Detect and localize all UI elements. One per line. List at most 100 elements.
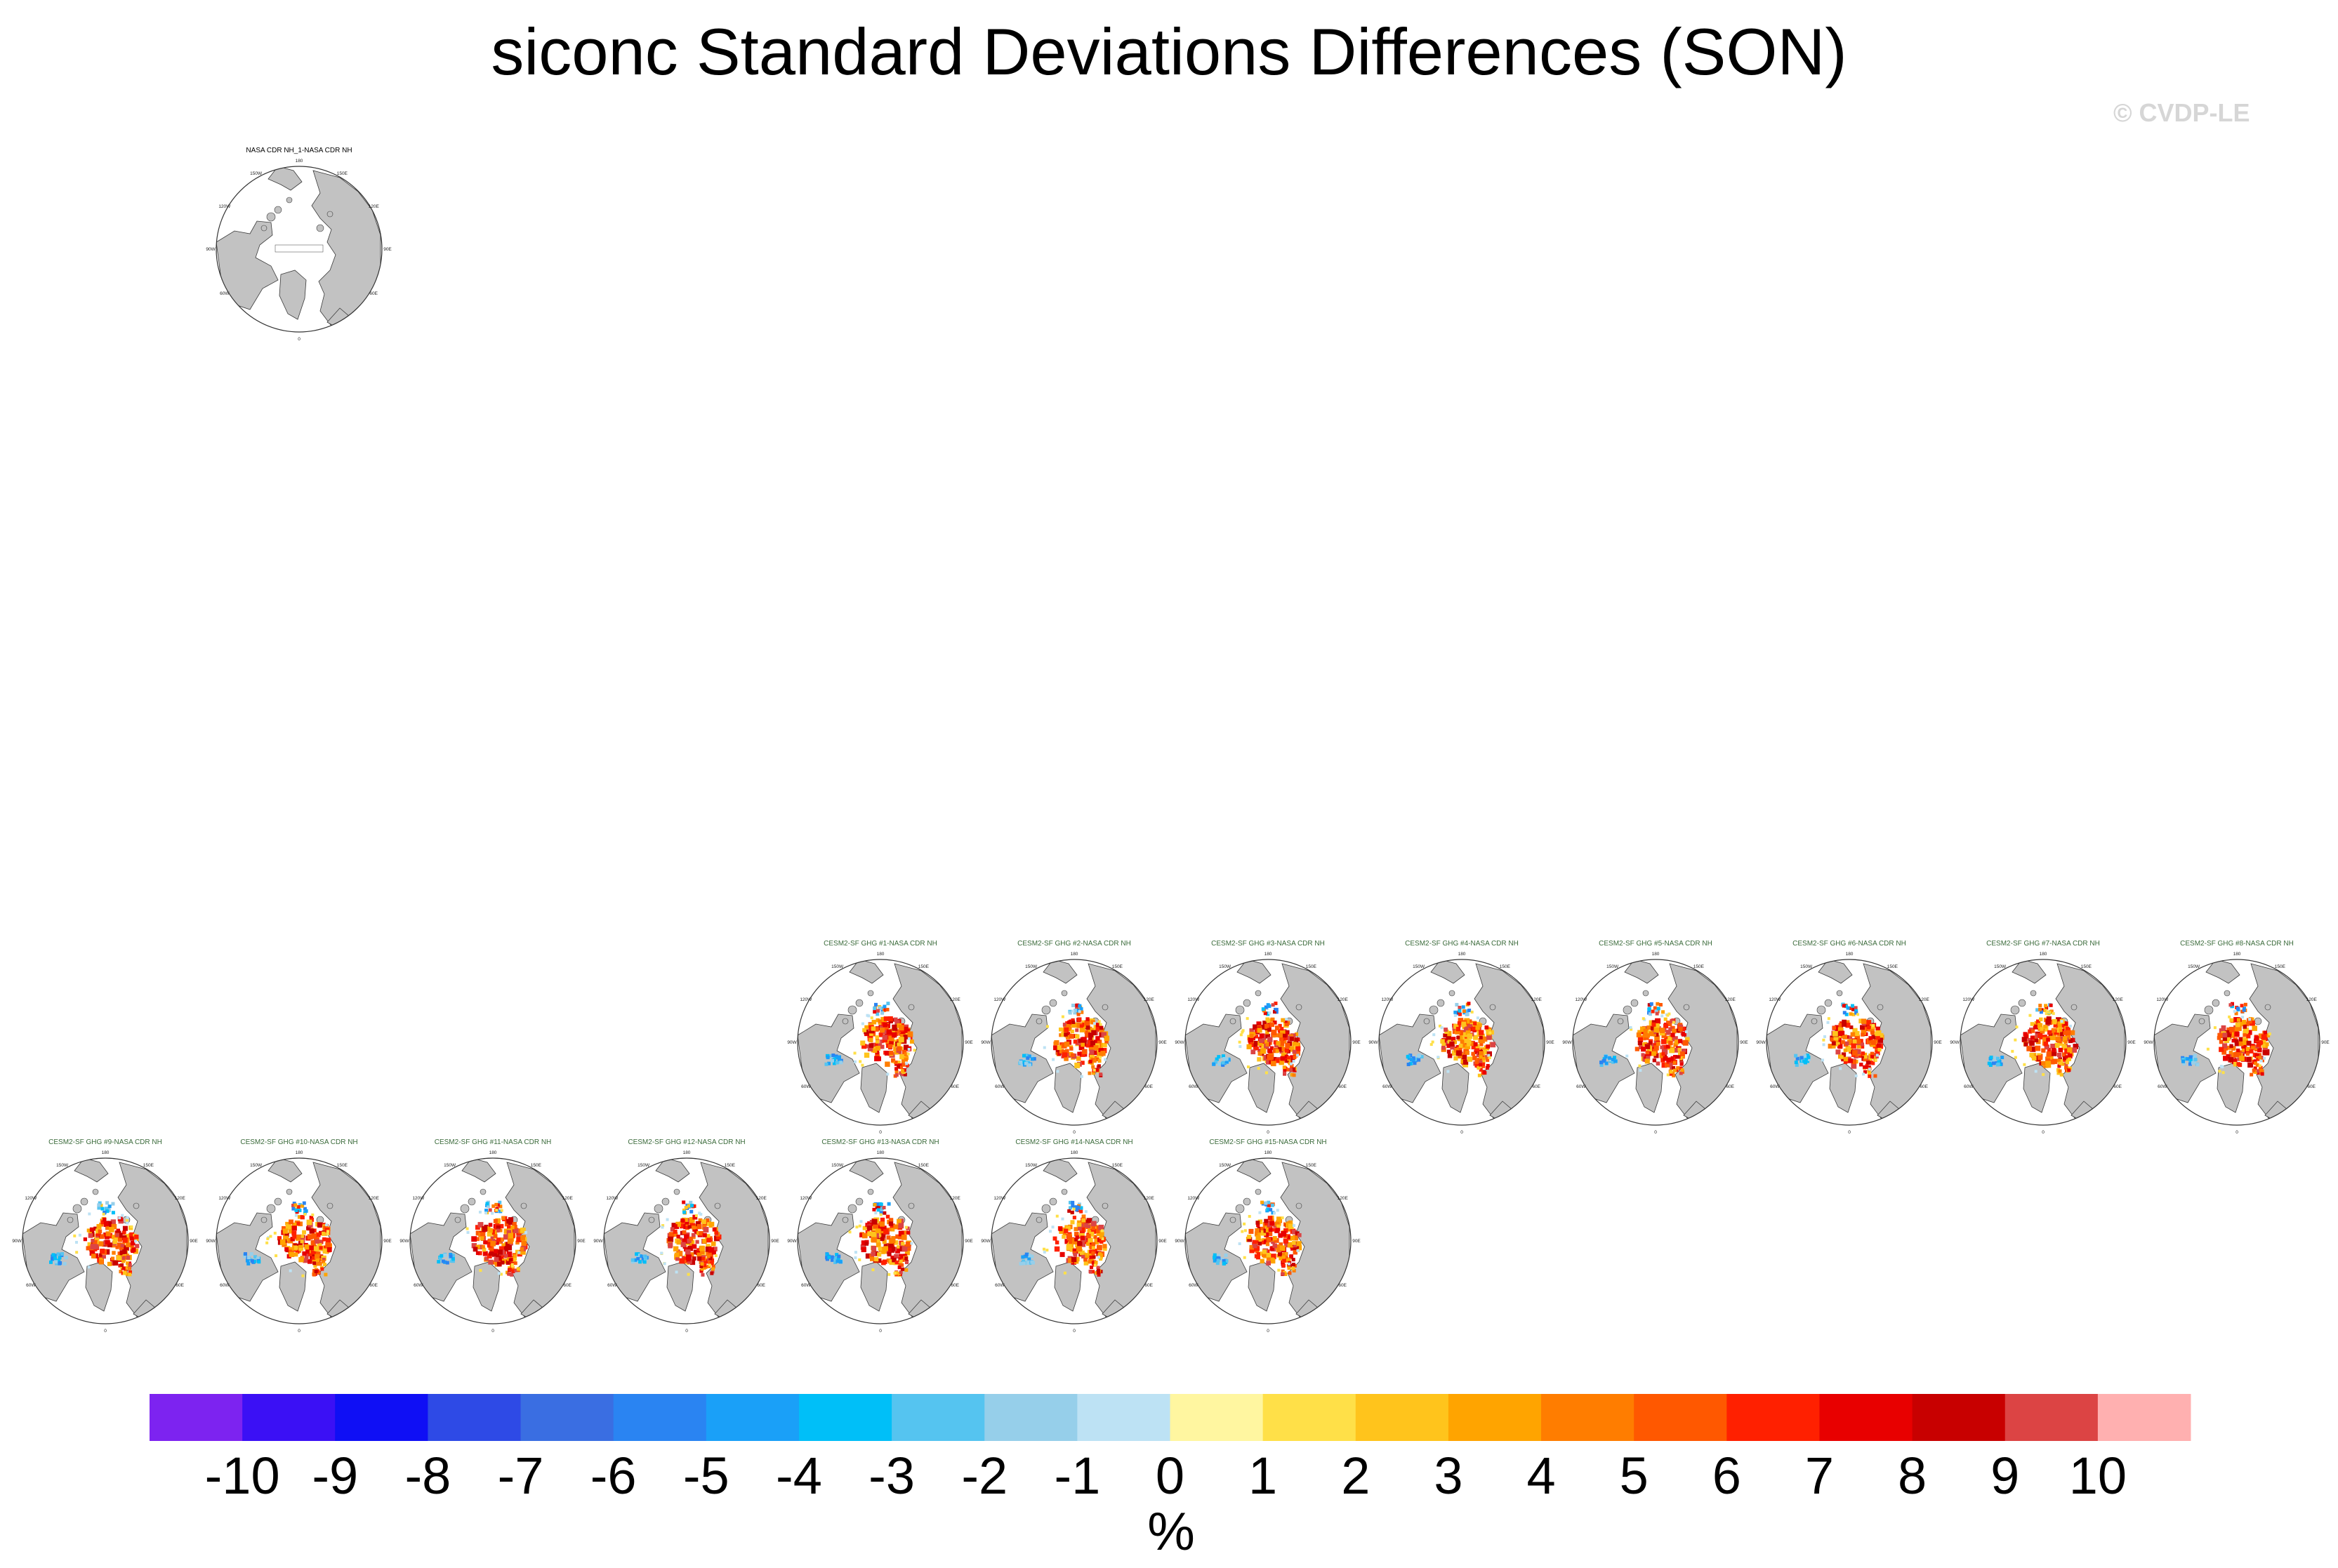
anomaly-cell [293, 1252, 298, 1257]
anomaly-cell [520, 1247, 524, 1251]
anomaly-cell [1269, 1246, 1274, 1251]
lon-label: 90E [965, 1239, 973, 1244]
anomaly-cell [1479, 1055, 1483, 1059]
anomaly-cell [1024, 1252, 1029, 1256]
anomaly-cell [888, 1035, 894, 1042]
anomaly-cell [1258, 1211, 1262, 1214]
anomaly-cell [1019, 1261, 1023, 1265]
anomaly-cell [1064, 1027, 1069, 1032]
anomaly-cell [2243, 1033, 2247, 1037]
anomaly-cell [897, 1234, 903, 1240]
anomaly-cell [1851, 1007, 1855, 1011]
anomaly-cell [105, 1225, 110, 1230]
anomaly-cell [2186, 1057, 2190, 1061]
anomaly-cell [316, 1233, 321, 1237]
anomaly-cell [1075, 1006, 1079, 1011]
anomaly-cell [124, 1245, 129, 1251]
anomaly-cell [2054, 1030, 2059, 1035]
anomaly-cell [2254, 1061, 2258, 1065]
anomaly-cell [1053, 1045, 1058, 1051]
anomaly-cell [906, 1052, 910, 1056]
anomaly-cell [1096, 1055, 1100, 1059]
anomaly-cell [881, 1233, 886, 1238]
anomaly-cell [288, 1228, 294, 1234]
lon-label: 180 [102, 1150, 110, 1155]
anomaly-cell [58, 1261, 62, 1265]
anomaly-cell [1257, 1067, 1260, 1070]
anomaly-cell [484, 1209, 489, 1213]
anomaly-cell [1861, 1032, 1865, 1037]
anomaly-cell [1066, 1235, 1072, 1241]
anomaly-cell [2206, 1047, 2210, 1051]
anomaly-cell [901, 1059, 905, 1063]
anomaly-cell [1257, 1028, 1262, 1033]
anomaly-cell [1076, 1009, 1080, 1013]
anomaly-cell [907, 1037, 911, 1040]
anomaly-cell [712, 1227, 717, 1232]
anomaly-cell [2248, 1018, 2252, 1021]
anomaly-cell [904, 1026, 909, 1031]
anomaly-cell [1642, 1017, 1645, 1021]
anomaly-cell [326, 1233, 329, 1236]
lon-label: 90E [1158, 1040, 1167, 1045]
anomaly-cell [1464, 1026, 1469, 1031]
anomaly-cell [1839, 1067, 1842, 1070]
anomaly-cell [2058, 1069, 2062, 1073]
anomaly-cell [1079, 1227, 1085, 1233]
lon-label: 60E [951, 1084, 959, 1089]
anomaly-cell [1073, 1253, 1078, 1257]
anomaly-cell [1259, 1038, 1264, 1044]
anomaly-cell [2247, 1030, 2252, 1035]
anomaly-cell [890, 1041, 894, 1045]
anomaly-cell [1215, 1261, 1220, 1265]
colorbar-box [1170, 1394, 1264, 1441]
anomaly-cell [897, 1063, 901, 1068]
anomaly-cell [2052, 1048, 2056, 1052]
anomaly-cell [874, 1211, 878, 1215]
anomaly-cell [1241, 1029, 1245, 1032]
lon-label: 120E [1144, 1196, 1155, 1201]
colorbar-tick-label: 3 [1434, 1447, 1462, 1505]
copyright-label: © CVDP-LE [2113, 98, 2250, 127]
landmass [1861, 963, 1931, 1122]
anomaly-cell [1068, 1258, 1074, 1263]
anomaly-cell [1224, 1060, 1229, 1064]
anomaly-cell [692, 1244, 697, 1249]
anomaly-cell [1287, 1264, 1291, 1268]
anomaly-cell [2067, 1068, 2071, 1072]
anomaly-cell [89, 1227, 95, 1233]
anomaly-cell [1647, 1007, 1651, 1011]
anomaly-cell [2035, 1045, 2041, 1051]
anomaly-cell [1064, 1239, 1070, 1244]
anomaly-cell [485, 1240, 489, 1244]
anomaly-cell [257, 1260, 261, 1264]
lon-label: 90E [1352, 1239, 1361, 1244]
lon-label: 120E [2306, 997, 2318, 1002]
lon-label: 60W [607, 1283, 617, 1288]
anomaly-cell [115, 1245, 119, 1249]
anomaly-cell [1832, 1030, 1838, 1037]
anomaly-cell [1287, 1266, 1291, 1270]
anomaly-cell [2031, 1056, 2037, 1061]
anomaly-cell [1285, 1042, 1290, 1049]
anomaly-cell [2071, 1047, 2078, 1053]
anomaly-cell [1092, 1059, 1097, 1063]
lon-label: 150E [1112, 1163, 1123, 1168]
anomaly-cell [1795, 1056, 1799, 1061]
anomaly-cell [284, 1233, 289, 1237]
island [842, 1018, 849, 1025]
anomaly-cell [1875, 1050, 1880, 1056]
anomaly-cell [1280, 1027, 1284, 1031]
lon-label: 180 [489, 1150, 497, 1155]
anomaly-cell [696, 1231, 701, 1235]
anomaly-cell [282, 1228, 288, 1234]
anomaly-cell [2234, 1011, 2238, 1016]
anomaly-cell [883, 1211, 887, 1215]
anomaly-cell [1267, 1049, 1273, 1054]
anomaly-cell [484, 1211, 488, 1215]
anomaly-cell [1651, 1043, 1655, 1047]
anomaly-cell [1102, 1247, 1107, 1251]
anomaly-cell [305, 1249, 310, 1254]
anomaly-cell [1675, 1068, 1679, 1072]
